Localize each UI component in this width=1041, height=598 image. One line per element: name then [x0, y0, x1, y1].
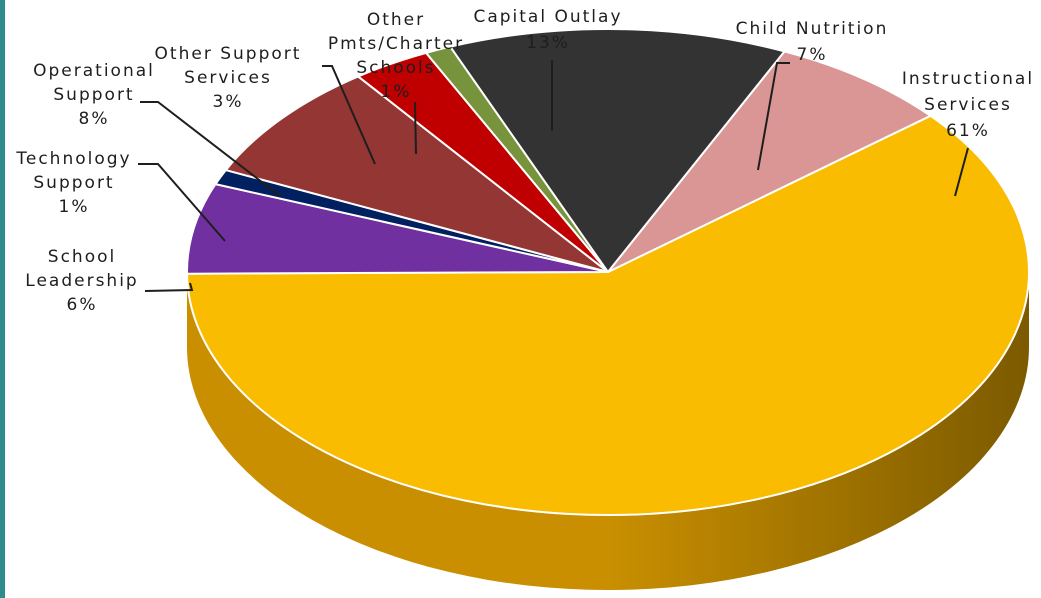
slice-value-child-nutrition: 7% — [797, 45, 828, 65]
slice-labels: Instructional Services 61% School Leadership… — [15, 7, 1034, 315]
slice-label-other-pmts-charter-schools-2: Schools — [356, 58, 435, 78]
leader-lines — [138, 60, 969, 292]
pie-side-instructional-services — [187, 272, 1029, 591]
leader-line-technology-support — [138, 163, 226, 242]
slice-value-other-support-services: 3% — [213, 92, 244, 112]
leader-line-school-leadership — [144, 282, 194, 292]
slice-label-other-support-services-0: Other Support — [155, 44, 302, 64]
slice-label-instructional-services-1: Services — [924, 95, 1012, 115]
slice-label-other-pmts-charter-schools-0: Other — [367, 10, 425, 30]
slice-label-instructional-services-0: Instructional — [902, 69, 1034, 89]
slice-label-other-pmts-charter-schools-1: Pmts/Charter — [328, 34, 464, 54]
leader-line-child-nutrition — [757, 62, 790, 171]
slice-label-school-leadership-1: Leadership — [25, 271, 138, 291]
leader-line-operational-support — [140, 101, 281, 197]
leader-line-instructional-services — [954, 147, 969, 197]
slice-value-other-pmts-charter-schools: 1% — [381, 82, 412, 102]
left-accent-bar — [0, 0, 5, 598]
slice-value-instructional-services: 61% — [946, 121, 990, 141]
pie-slice-child-nutrition[interactable] — [607, 50, 932, 273]
pie-tops — [186, 28, 1030, 516]
slice-label-capital-outlay-0: Capital Outlay — [473, 7, 622, 27]
slice-label-other-support-services-1: Services — [184, 68, 272, 88]
pie-slice-capital-outlay[interactable] — [449, 28, 786, 273]
slice-value-school-leadership: 6% — [67, 295, 98, 315]
slice-label-operational-support-0: Operational — [33, 61, 155, 81]
slice-value-technology-support: 1% — [59, 197, 90, 217]
slice-label-technology-support-0: Technology — [15, 149, 131, 169]
pie-slice-operational-support[interactable] — [224, 75, 609, 273]
pie-slice-instructional-services[interactable] — [186, 114, 1030, 516]
slice-value-operational-support: 8% — [79, 109, 110, 129]
slice-value-capital-outlay: 13% — [526, 33, 570, 53]
pie-sides — [187, 272, 1029, 591]
leader-line-other-pmts-charter-schools — [414, 101, 417, 155]
slice-label-school-leadership-0: School — [48, 247, 116, 267]
pie-slice-school-leadership[interactable] — [186, 183, 609, 275]
leader-line-other-support-services — [322, 65, 376, 165]
slice-label-child-nutrition-0: Child Nutrition — [736, 19, 889, 39]
slice-label-technology-support-1: Support — [33, 173, 114, 193]
slice-label-operational-support-1: Support — [53, 85, 134, 105]
